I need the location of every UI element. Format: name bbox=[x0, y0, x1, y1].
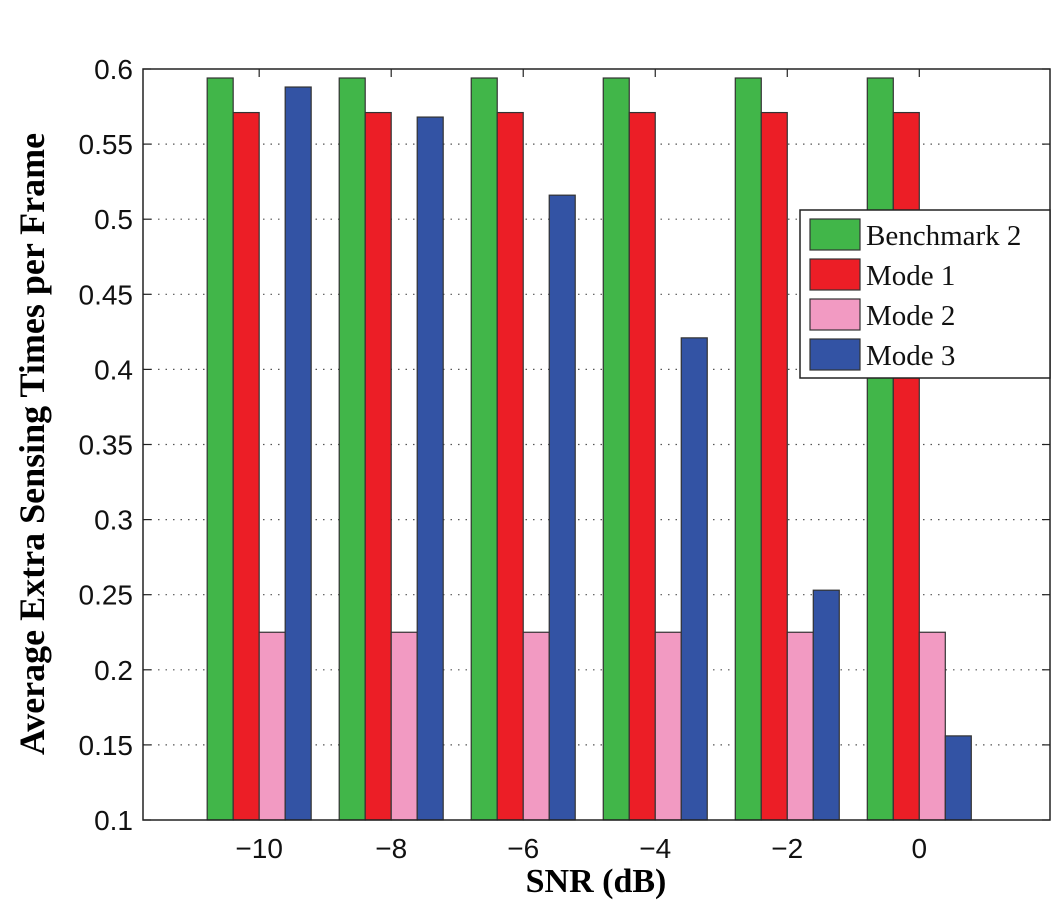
y-tick-label: 0.5 bbox=[94, 204, 133, 235]
bars bbox=[206, 77, 972, 821]
bar-mode-2 bbox=[786, 631, 814, 821]
legend-swatch bbox=[809, 298, 861, 331]
bar-mode-1 bbox=[364, 111, 392, 821]
legend-label: Mode 3 bbox=[866, 340, 955, 372]
bar-mode-3 bbox=[416, 116, 444, 821]
y-tick-label: 0.45 bbox=[79, 279, 134, 310]
x-tick-labels: −10 −8 −6 −4 −2 0 bbox=[235, 833, 927, 864]
y-tick-label: 0.4 bbox=[94, 354, 133, 385]
bar-mode-1 bbox=[628, 111, 656, 821]
y-tick-label: 0.2 bbox=[94, 655, 133, 686]
y-tick-label: 0.6 bbox=[94, 54, 133, 85]
x-tick-label: −6 bbox=[507, 833, 539, 864]
y-tick-labels: 0.1 0.15 0.2 0.25 0.3 0.35 0.4 0.45 0.5 0.55 0.6 bbox=[79, 54, 134, 836]
bar-benchmark-2 bbox=[602, 77, 630, 821]
x-axis-label: SNR (dB) bbox=[526, 863, 667, 900]
bar-mode-3 bbox=[548, 194, 576, 821]
legend-label: Mode 2 bbox=[866, 300, 955, 332]
bar-mode-3 bbox=[812, 589, 840, 821]
bar-benchmark-2 bbox=[734, 77, 762, 821]
legend-label: Benchmark 2 bbox=[866, 220, 1021, 252]
bar-mode-2 bbox=[258, 631, 286, 821]
legend-swatch bbox=[809, 218, 861, 251]
bar-benchmark-2 bbox=[206, 77, 234, 821]
bar-mode-1 bbox=[496, 111, 524, 821]
x-tick-label: 0 bbox=[912, 833, 928, 864]
bar-mode-1 bbox=[232, 111, 260, 821]
y-tick-label: 0.55 bbox=[79, 129, 134, 160]
x-tick-label: −4 bbox=[639, 833, 671, 864]
bar-mode-2 bbox=[390, 631, 418, 821]
y-tick-label: 0.35 bbox=[79, 430, 134, 461]
y-tick-label: 0.25 bbox=[79, 580, 134, 611]
bar-mode-3 bbox=[680, 337, 708, 821]
bar-benchmark-2 bbox=[866, 77, 894, 821]
legend-swatch bbox=[809, 258, 861, 291]
legend-swatch bbox=[809, 338, 861, 371]
x-tick-label: −2 bbox=[771, 833, 803, 864]
plot-frame bbox=[142, 68, 1051, 821]
bar-mode-3 bbox=[944, 735, 972, 821]
x-tick-label: −10 bbox=[235, 833, 283, 864]
x-tick-label: −8 bbox=[375, 833, 407, 864]
bar-benchmark-2 bbox=[470, 77, 498, 821]
bar-benchmark-2 bbox=[338, 77, 366, 821]
y-tick-label: 0.3 bbox=[94, 505, 133, 536]
legend: Benchmark 2 Mode 1 Mode 2 Mode 3 bbox=[799, 209, 1051, 379]
bar-mode-2 bbox=[918, 631, 946, 821]
bar-mode-1 bbox=[760, 111, 788, 821]
bar-mode-2 bbox=[654, 631, 682, 821]
legend-label: Mode 1 bbox=[866, 260, 955, 292]
y-tick-label: 0.15 bbox=[79, 730, 134, 761]
bar-mode-2 bbox=[522, 631, 550, 821]
bar-mode-3 bbox=[284, 86, 312, 821]
y-tick-label: 0.1 bbox=[94, 805, 133, 836]
y-axis-label: Average Extra Sensing Times per Frame bbox=[12, 133, 52, 755]
